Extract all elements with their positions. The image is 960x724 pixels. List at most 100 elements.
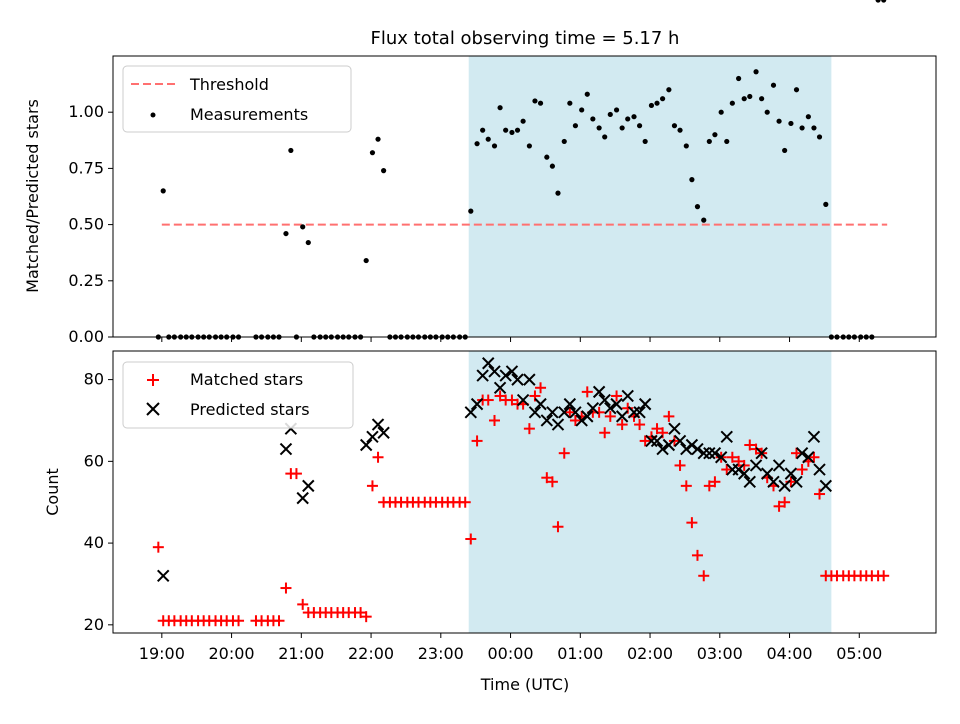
count-y-tick-label: 40 bbox=[84, 533, 104, 552]
measurement-point bbox=[689, 177, 695, 183]
predicted-star-point bbox=[708, 446, 722, 460]
count-panel-frame bbox=[112, 350, 937, 634]
matched-star-point bbox=[791, 447, 803, 459]
measurement-point bbox=[363, 257, 369, 264]
predicted-star-point bbox=[546, 406, 559, 419]
predicted-star-point bbox=[749, 459, 763, 472]
measurement-point bbox=[503, 127, 509, 133]
ratio-y-tick-label: 0.25 bbox=[68, 271, 104, 290]
matched-star-point bbox=[785, 476, 797, 488]
measurement-point bbox=[666, 87, 672, 93]
measurement-point bbox=[706, 138, 712, 145]
time-x-tick-label: 00:00 bbox=[487, 644, 533, 663]
predicted-star-point bbox=[558, 406, 571, 419]
predicted-star-point bbox=[523, 373, 536, 386]
measurement-point bbox=[799, 125, 805, 131]
measurement-point bbox=[375, 136, 381, 142]
measurement-point bbox=[823, 201, 829, 207]
measurement-point bbox=[305, 239, 311, 246]
measurement-point bbox=[160, 188, 166, 194]
legend-predicted-swatch bbox=[146, 402, 160, 416]
predicted-star-point bbox=[493, 381, 507, 394]
measurement-point bbox=[485, 136, 491, 142]
predicted-star-point bbox=[720, 430, 733, 444]
matched-star-point bbox=[552, 521, 564, 533]
measurement-point bbox=[793, 87, 800, 93]
matched-star-point bbox=[738, 459, 750, 471]
predicted-star-point bbox=[807, 430, 821, 444]
predicted-star-point bbox=[604, 402, 617, 415]
count-y-tick-label: 60 bbox=[84, 451, 104, 470]
measurement-point bbox=[549, 163, 555, 169]
matched-star-point bbox=[680, 480, 692, 492]
matched-star-point bbox=[372, 451, 384, 463]
predicted-star-point bbox=[371, 418, 385, 431]
measurement-point bbox=[724, 138, 730, 145]
ratio-y-axis-label: Matched/Predicted stars bbox=[23, 99, 42, 293]
measurement-point bbox=[642, 138, 648, 145]
measurement-point bbox=[712, 132, 718, 138]
predicted-star-point bbox=[476, 369, 489, 382]
count-y-axis: 20 40 60 80 bbox=[84, 370, 113, 634]
legend-threshold-label: Threshold bbox=[189, 75, 269, 94]
matched-star-point bbox=[686, 517, 698, 529]
measurement-point bbox=[659, 96, 666, 102]
matched-star-point bbox=[233, 615, 245, 627]
predicted-star-point bbox=[732, 463, 745, 476]
count-y-tick-label: 20 bbox=[84, 615, 104, 634]
measurement-point bbox=[532, 98, 538, 104]
measurement-point bbox=[805, 114, 811, 120]
predicted-star-point bbox=[761, 467, 774, 480]
measurement-point bbox=[544, 154, 550, 160]
measurement-point bbox=[590, 116, 596, 122]
predicted-star-point bbox=[575, 414, 588, 427]
measurement-point bbox=[816, 134, 823, 140]
matched-star-point bbox=[152, 541, 164, 553]
time-x-tick-label: 04:00 bbox=[766, 644, 812, 663]
time-x-axis: 19:00 20:00 21:00 22:00 23:00 00:00 01:00 02:00… bbox=[139, 633, 882, 663]
predicted-star-point bbox=[772, 459, 786, 472]
predicted-star-point bbox=[488, 365, 501, 378]
matched-star-point bbox=[773, 500, 785, 512]
measurement-point bbox=[729, 100, 735, 106]
predicted-star-point bbox=[691, 442, 704, 456]
measurement-point bbox=[584, 91, 590, 97]
ratio-y-tick-label: 0.50 bbox=[68, 215, 104, 234]
matched-star-point bbox=[674, 459, 686, 471]
measurement-point bbox=[625, 116, 631, 122]
measurement-point bbox=[694, 204, 701, 210]
measurement-point bbox=[747, 93, 753, 100]
count-y-axis-label: Count bbox=[43, 468, 62, 516]
predicted-star-point bbox=[534, 397, 547, 411]
predicted-star-point bbox=[279, 442, 293, 456]
predicted-star-point bbox=[528, 406, 542, 419]
predicted-star-point bbox=[662, 438, 676, 452]
measurement-point bbox=[770, 82, 777, 88]
predicted-star-point bbox=[714, 451, 728, 464]
chart-title: Flux total observing time = 5.17 h bbox=[371, 28, 680, 49]
matched-star-point bbox=[366, 480, 378, 492]
matched-star-point bbox=[297, 598, 309, 610]
matched-star-point bbox=[569, 414, 581, 426]
matched-star-point bbox=[611, 390, 623, 402]
predicted-star-point bbox=[296, 491, 309, 505]
matched-star-point bbox=[744, 439, 756, 451]
matched-star-point bbox=[691, 549, 703, 561]
measurement-point bbox=[300, 224, 306, 230]
legend-measurements-swatch bbox=[150, 112, 156, 118]
measurement-point bbox=[474, 141, 480, 147]
matched-star-point bbox=[360, 611, 372, 623]
predicted-star-point bbox=[464, 406, 478, 419]
ratio-plot-content bbox=[155, 0, 888, 340]
matched-star-point bbox=[698, 570, 710, 582]
predicted-star-point bbox=[697, 446, 710, 460]
matched-star-point bbox=[668, 435, 680, 447]
matched-star-point bbox=[604, 410, 616, 422]
matched-star-point bbox=[726, 451, 738, 463]
matched-star-point bbox=[651, 423, 663, 435]
matched-star-point bbox=[494, 390, 506, 402]
matched-star-point bbox=[535, 382, 547, 394]
ratio-y-tick-label: 0.00 bbox=[68, 327, 104, 346]
matched-star-point bbox=[465, 533, 477, 545]
